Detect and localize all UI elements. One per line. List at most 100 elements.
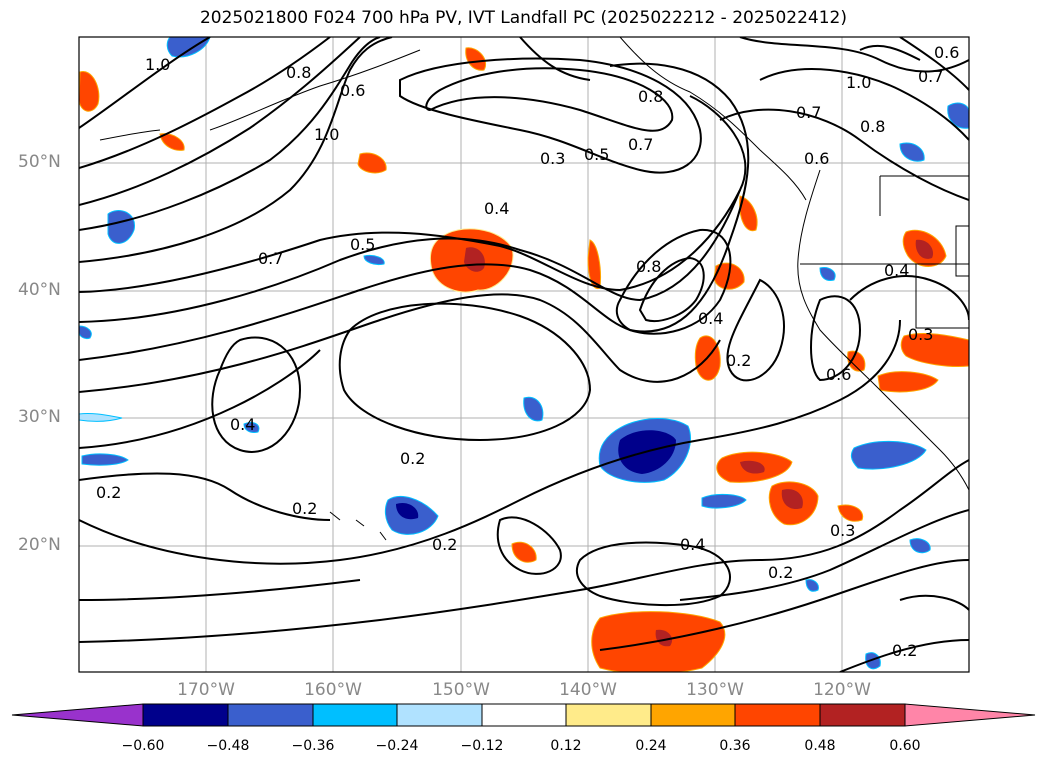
contour-label: 0.3 xyxy=(830,521,855,540)
contour-label: 0.2 xyxy=(768,563,793,582)
lon-label: 130°W xyxy=(686,680,744,700)
contour-label: 1.0 xyxy=(846,73,871,92)
colorbar-tick-label: −0.60 xyxy=(121,738,165,754)
negative-anomaly-region xyxy=(947,102,969,129)
contour-label: 0.3 xyxy=(908,325,933,344)
negative-anomaly-region xyxy=(523,396,544,422)
contour-label: 0.2 xyxy=(726,351,751,370)
map-frame xyxy=(78,36,970,673)
contour-label: 0.8 xyxy=(286,63,311,82)
colorbar-tick-label: −0.24 xyxy=(375,738,419,754)
colorbar-segment xyxy=(312,703,398,727)
lon-label: 150°W xyxy=(432,680,490,700)
contour-label: 0.2 xyxy=(892,641,917,660)
positive-anomaly-region xyxy=(357,152,387,174)
colorbar-tick-label: 0.24 xyxy=(635,738,667,754)
negative-anomaly-region xyxy=(850,440,927,470)
lon-label: 120°W xyxy=(813,680,871,700)
positive-anomaly-region xyxy=(739,195,758,232)
positive-anomaly-region xyxy=(465,47,486,71)
positive-anomaly-region xyxy=(159,133,185,151)
negative-anomaly-region xyxy=(243,421,260,433)
negative-anomaly-region xyxy=(396,502,419,520)
positive-anomaly-region xyxy=(740,460,765,474)
contour-label: 0.5 xyxy=(350,235,375,254)
colorbar-segment xyxy=(650,703,736,727)
positive-anomaly-region xyxy=(591,611,726,672)
contour-label: 0.4 xyxy=(680,535,705,554)
contour-label: 0.7 xyxy=(796,103,821,122)
positive-anomaly-region xyxy=(877,371,939,393)
contour-label: 0.8 xyxy=(638,87,663,106)
positive-anomaly-region xyxy=(915,239,934,259)
colorbar xyxy=(11,703,1036,727)
lat-label: 50°N xyxy=(18,152,61,172)
colorbar-tick-label: 0.60 xyxy=(889,738,921,754)
contour-label: 0.6 xyxy=(934,43,959,62)
contour-label-group: 1.0 0.8 0.6 1.0 0.3 0.5 0.7 0.8 0.7 0.6 … xyxy=(96,43,959,660)
contour-label: 0.4 xyxy=(884,261,909,280)
positive-anomaly-region xyxy=(900,332,969,367)
colorbar-segment xyxy=(734,703,821,727)
positive-anomaly-region xyxy=(655,629,673,647)
colorbar-segment xyxy=(227,703,314,727)
negative-anomaly-region xyxy=(363,255,385,265)
negative-anomaly-region xyxy=(909,538,931,554)
contour-label: 0.7 xyxy=(258,249,283,268)
colorbar-segment xyxy=(396,703,483,727)
colorbar-tick-label: −0.48 xyxy=(206,738,250,754)
colorbar-min-extension xyxy=(11,703,144,727)
contour-label: 0.8 xyxy=(860,117,885,136)
map-title: 2025021800 F024 700 hPa PV, IVT Landfall… xyxy=(199,8,847,28)
contour-label: 0.8 xyxy=(636,257,661,276)
contour-label: 0.6 xyxy=(826,365,851,384)
negative-anomaly-region xyxy=(79,325,92,339)
contour-label: 0.4 xyxy=(230,415,255,434)
lat-label: 40°N xyxy=(18,280,61,300)
colorbar-tick-label: 0.48 xyxy=(804,738,836,754)
colorbar-tick-label: 0.36 xyxy=(719,738,751,754)
negative-anomaly-region xyxy=(805,579,819,592)
contour-label: 0.4 xyxy=(698,309,723,328)
colorbar-segment xyxy=(565,703,652,727)
pc-fill-regions xyxy=(79,37,969,672)
colorbar-segment xyxy=(142,703,229,727)
negative-anomaly-region xyxy=(79,413,123,422)
positive-anomaly-region xyxy=(781,489,803,510)
positive-anomaly-region xyxy=(79,71,100,112)
colorbar-tick-label: −0.12 xyxy=(460,738,504,754)
negative-anomaly-region xyxy=(81,453,129,466)
lon-label: 140°W xyxy=(559,680,617,700)
lat-label: 30°N xyxy=(18,407,61,427)
negative-anomaly-region xyxy=(899,142,925,162)
negative-anomaly-region xyxy=(701,493,747,509)
contour-label: 0.7 xyxy=(918,67,943,86)
lat-label: 20°N xyxy=(18,535,61,555)
contour-label: 0.4 xyxy=(484,199,509,218)
lon-label: 170°W xyxy=(177,680,235,700)
contour-label: 1.0 xyxy=(314,125,339,144)
colorbar-tick-label: −0.36 xyxy=(291,738,335,754)
contour-label: 0.2 xyxy=(400,449,425,468)
gridlines xyxy=(79,37,969,672)
contour-label: 1.0 xyxy=(145,55,170,74)
contour-label: 0.6 xyxy=(804,149,829,168)
contour-label: 0.2 xyxy=(432,535,457,554)
contour-lines xyxy=(79,37,969,672)
contour-label: 0.5 xyxy=(584,145,609,164)
positive-anomaly-region xyxy=(511,541,537,563)
colorbar-max-extension xyxy=(904,703,1036,727)
coastlines xyxy=(99,37,969,541)
contour-label: 0.2 xyxy=(292,499,317,518)
colorbar-tick-label: 0.12 xyxy=(550,738,582,754)
negative-anomaly-region xyxy=(819,267,836,281)
lon-label: 160°W xyxy=(304,680,362,700)
colorbar-segment xyxy=(819,703,906,727)
contour-label: 0.7 xyxy=(628,135,653,154)
negative-anomaly-region xyxy=(107,210,135,244)
contour-label: 0.3 xyxy=(540,149,565,168)
positive-anomaly-region xyxy=(837,504,864,522)
negative-anomaly-region xyxy=(865,652,881,670)
contour-label: 0.2 xyxy=(96,483,121,502)
